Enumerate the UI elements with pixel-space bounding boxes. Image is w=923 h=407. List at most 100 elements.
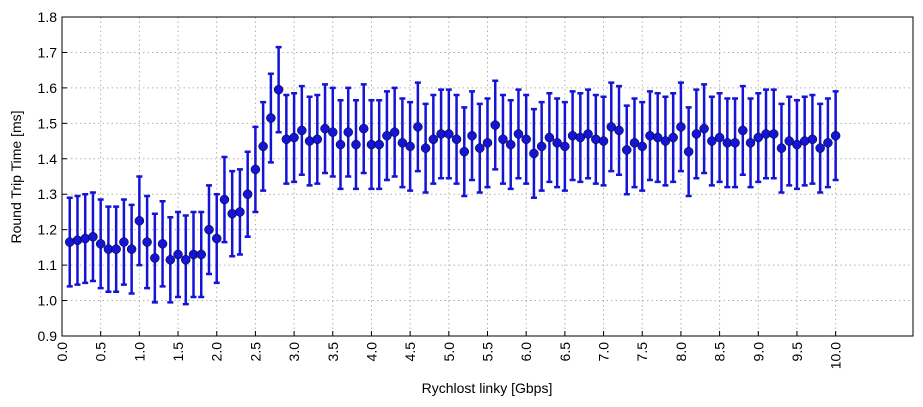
data-point [227, 208, 237, 219]
data-point [490, 120, 500, 130]
data-point [830, 130, 841, 141]
data-point [281, 134, 292, 145]
y-axis-label: Round Trip Time [ms] [8, 110, 24, 243]
x-tick-label: 5.0 [441, 342, 457, 362]
data-point [328, 127, 338, 137]
data-point [119, 237, 129, 247]
data-point [235, 207, 245, 217]
x-tick-label: 4.0 [363, 342, 379, 362]
y-tick-label: 1.2 [38, 222, 58, 238]
data-point [529, 148, 539, 159]
data-point [699, 123, 709, 134]
data-point [420, 143, 431, 153]
data-point [505, 139, 516, 150]
x-tick-label: 6.0 [518, 342, 534, 362]
data-point [745, 138, 756, 148]
y-tick-label: 1.3 [38, 186, 58, 202]
y-tick-label: 0.9 [38, 328, 58, 344]
y-tick-label: 1.7 [38, 44, 58, 60]
data-point [629, 138, 640, 148]
data-point [374, 139, 384, 150]
data-point [258, 141, 268, 152]
data-point [88, 232, 98, 242]
data-point [536, 141, 547, 152]
y-tick-label: 1.6 [38, 80, 58, 96]
data-point [598, 136, 609, 146]
data-point [266, 113, 276, 123]
x-axis-label: Rychlost linky [Gbps] [422, 380, 553, 396]
x-tick-label: 7.5 [634, 342, 650, 362]
x-tick-label: 3.5 [325, 342, 341, 362]
x-tick-label: 10.0 [828, 342, 844, 369]
data-point [807, 134, 818, 145]
x-tick-label: 1.0 [131, 342, 147, 362]
data-point [498, 134, 508, 145]
x-tick-label: 0.5 [93, 342, 109, 362]
data-point [676, 122, 686, 132]
data-point [614, 125, 624, 136]
data-point [95, 239, 106, 249]
data-point [645, 130, 655, 141]
data-point [312, 134, 323, 145]
x-tick-label: 5.5 [480, 342, 496, 362]
data-point [150, 253, 160, 263]
data-point [637, 141, 647, 152]
data-point [72, 235, 83, 246]
data-point [157, 239, 168, 249]
x-tick-label: 8.0 [673, 342, 689, 362]
data-point [204, 224, 214, 235]
y-tick-label: 1.0 [38, 293, 58, 309]
data-point [776, 143, 787, 153]
data-point [591, 134, 601, 145]
data-point [730, 138, 740, 148]
data-point [459, 146, 470, 157]
x-tick-label: 3.0 [286, 342, 302, 362]
y-tick-label: 1.1 [38, 257, 58, 273]
data-point [792, 139, 802, 150]
data-point [358, 123, 369, 134]
data-point [413, 122, 423, 132]
data-point [297, 125, 307, 136]
data-point [173, 249, 183, 260]
data-point [64, 237, 75, 247]
data-point [683, 146, 694, 157]
data-point [753, 132, 764, 143]
x-tick-label: 8.5 [712, 342, 728, 362]
data-point [606, 122, 617, 132]
data-point [289, 132, 299, 143]
data-point [768, 129, 779, 139]
data-point [815, 143, 825, 153]
data-point [219, 194, 230, 205]
data-point [799, 136, 810, 146]
data-point [482, 138, 493, 148]
plot-frame [61, 16, 914, 337]
data-point [691, 129, 702, 139]
x-tick-label: 2.5 [247, 342, 263, 362]
data-point [714, 132, 725, 143]
x-tick-label: 0.0 [54, 342, 70, 362]
y-tick-label: 1.8 [38, 9, 58, 25]
data-point [111, 244, 121, 254]
data-point [738, 125, 748, 136]
data-point [544, 132, 555, 143]
x-tick-label: 6.5 [557, 342, 573, 362]
data-point [560, 141, 570, 152]
x-tick-label: 1.5 [170, 342, 186, 362]
x-tick-label: 7.0 [596, 342, 612, 362]
data-point [575, 132, 586, 143]
data-point [784, 136, 794, 146]
data-point [521, 134, 531, 145]
data-point [660, 136, 671, 146]
data-point [181, 255, 191, 265]
data-point [552, 138, 562, 148]
data-point [382, 130, 392, 141]
data-point [823, 138, 833, 148]
data-point [405, 141, 415, 152]
data-point [397, 138, 408, 148]
data-point [142, 237, 152, 247]
data-point [652, 132, 663, 143]
data-point [242, 189, 253, 199]
data-point [351, 139, 361, 150]
data-point [668, 132, 678, 143]
